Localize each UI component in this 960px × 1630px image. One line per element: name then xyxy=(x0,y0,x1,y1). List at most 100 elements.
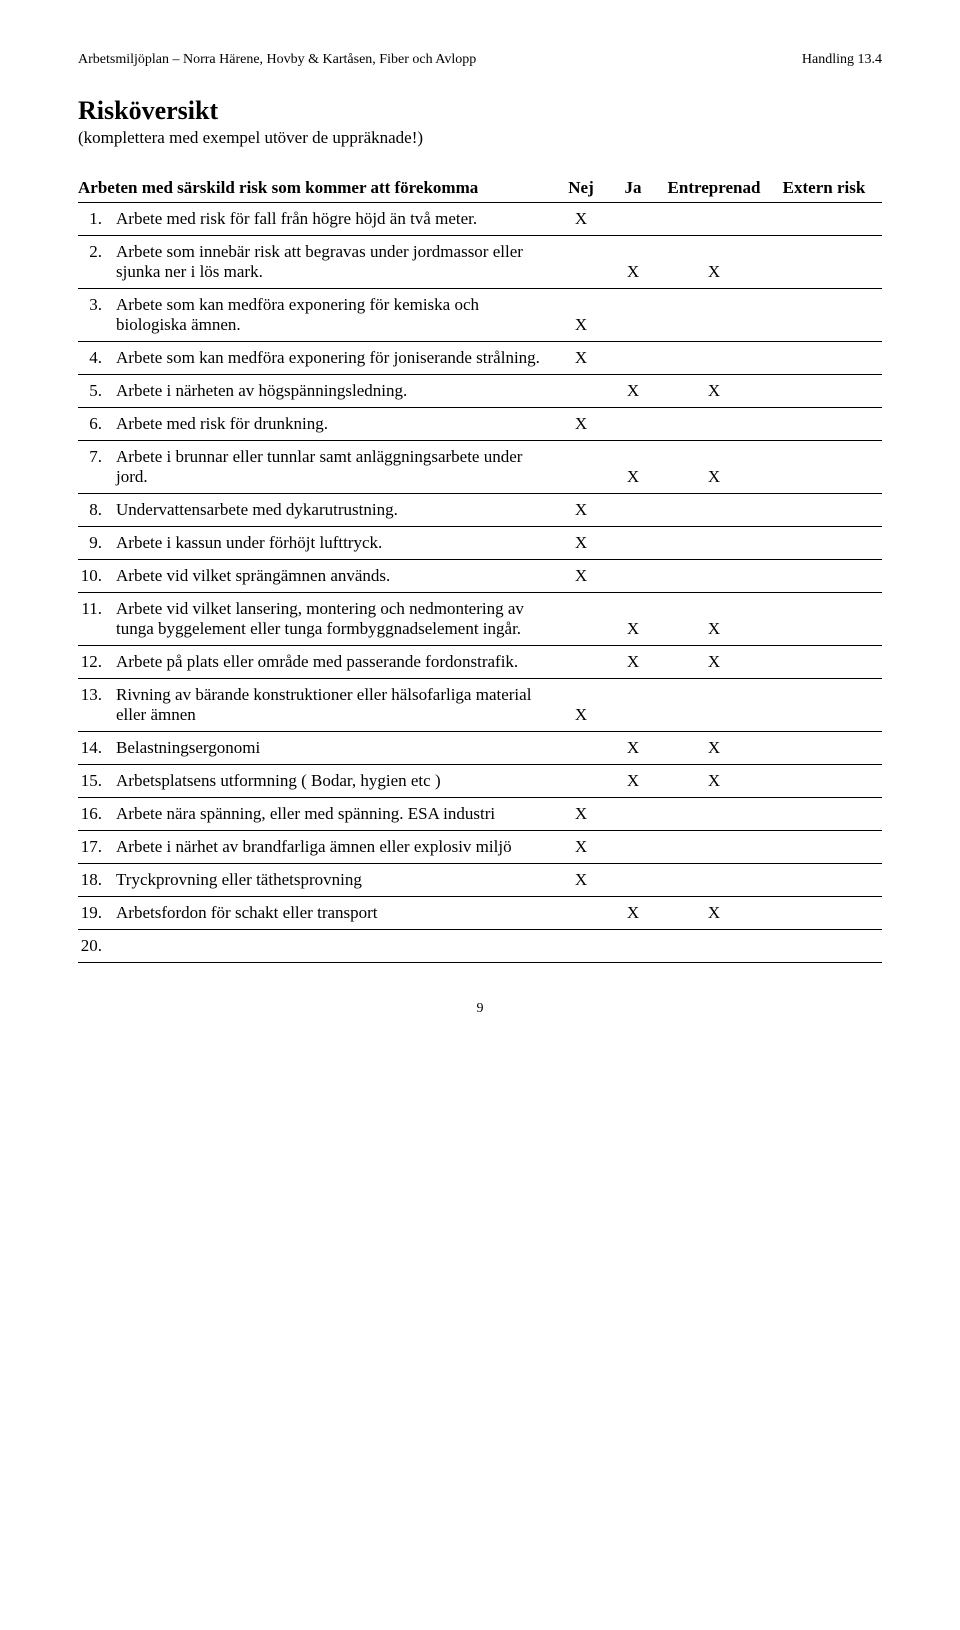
risk-table-body: 1.Arbete med risk för fall från högre hö… xyxy=(78,203,882,963)
cell-extern xyxy=(772,441,882,494)
cell-ja xyxy=(610,289,662,342)
cell-entreprenad xyxy=(662,679,772,732)
cell-extern xyxy=(772,897,882,930)
cell-extern xyxy=(772,342,882,375)
row-number: 9. xyxy=(78,527,108,560)
cell-nej: X xyxy=(558,560,610,593)
cell-nej: X xyxy=(558,342,610,375)
cell-ja xyxy=(610,864,662,897)
cell-ja: X xyxy=(610,897,662,930)
cell-entreprenad xyxy=(662,289,772,342)
cell-extern xyxy=(772,593,882,646)
row-description: Tryckprovning eller täthetsprovning xyxy=(108,864,558,897)
row-number: 12. xyxy=(78,646,108,679)
col-entreprenad-header: Entreprenad xyxy=(662,174,772,203)
row-number: 7. xyxy=(78,441,108,494)
cell-entreprenad: X xyxy=(662,441,772,494)
row-number: 10. xyxy=(78,560,108,593)
cell-ja xyxy=(610,679,662,732)
row-number: 3. xyxy=(78,289,108,342)
cell-entreprenad xyxy=(662,864,772,897)
table-row: 15.Arbetsplatsens utformning ( Bodar, hy… xyxy=(78,765,882,798)
row-number: 8. xyxy=(78,494,108,527)
table-row: 14.BelastningsergonomiXX xyxy=(78,732,882,765)
row-description: Arbetsplatsens utformning ( Bodar, hygie… xyxy=(108,765,558,798)
header-right: Handling 13.4 xyxy=(802,52,882,68)
row-description: Arbete med risk för drunkning. xyxy=(108,408,558,441)
row-description: Arbete nära spänning, eller med spänning… xyxy=(108,798,558,831)
row-number: 4. xyxy=(78,342,108,375)
row-description: Arbete på plats eller område med passera… xyxy=(108,646,558,679)
cell-extern xyxy=(772,679,882,732)
cell-ja xyxy=(610,203,662,236)
page-subtitle: (komplettera med exempel utöver de upprä… xyxy=(78,128,882,148)
cell-nej xyxy=(558,593,610,646)
row-description: Belastningsergonomi xyxy=(108,732,558,765)
table-row: 11.Arbete vid vilket lansering, monterin… xyxy=(78,593,882,646)
row-description: Arbete vid vilket lansering, montering o… xyxy=(108,593,558,646)
row-description: Arbete i kassun under förhöjt lufttryck. xyxy=(108,527,558,560)
cell-ja xyxy=(610,798,662,831)
cell-nej: X xyxy=(558,798,610,831)
cell-nej: X xyxy=(558,679,610,732)
cell-nej: X xyxy=(558,408,610,441)
cell-extern xyxy=(772,236,882,289)
row-description: Arbete med risk för fall från högre höjd… xyxy=(108,203,558,236)
cell-ja: X xyxy=(610,236,662,289)
table-row: 6.Arbete med risk för drunkning.X xyxy=(78,408,882,441)
table-row: 20. xyxy=(78,930,882,963)
cell-extern xyxy=(772,527,882,560)
cell-nej: X xyxy=(558,494,610,527)
row-number: 5. xyxy=(78,375,108,408)
cell-extern xyxy=(772,375,882,408)
cell-extern xyxy=(772,831,882,864)
cell-ja: X xyxy=(610,593,662,646)
table-row: 7.Arbete i brunnar eller tunnlar samt an… xyxy=(78,441,882,494)
cell-nej xyxy=(558,441,610,494)
table-row: 12.Arbete på plats eller område med pass… xyxy=(78,646,882,679)
cell-extern xyxy=(772,864,882,897)
cell-entreprenad xyxy=(662,560,772,593)
running-header: Arbetsmiljöplan – Norra Härene, Hovby & … xyxy=(78,52,882,68)
row-number: 19. xyxy=(78,897,108,930)
cell-entreprenad xyxy=(662,831,772,864)
cell-nej: X xyxy=(558,289,610,342)
row-number: 6. xyxy=(78,408,108,441)
row-description: Arbete i närhet av brandfarliga ämnen el… xyxy=(108,831,558,864)
cell-nej xyxy=(558,765,610,798)
row-description: Arbete som kan medföra exponering för ke… xyxy=(108,289,558,342)
row-number: 1. xyxy=(78,203,108,236)
risk-table: Arbeten med särskild risk som kommer att… xyxy=(78,174,882,963)
cell-extern xyxy=(772,798,882,831)
cell-nej xyxy=(558,375,610,408)
row-description: Arbete som innebär risk att begravas und… xyxy=(108,236,558,289)
cell-entreprenad: X xyxy=(662,646,772,679)
row-number: 16. xyxy=(78,798,108,831)
cell-ja: X xyxy=(610,375,662,408)
cell-entreprenad: X xyxy=(662,732,772,765)
cell-ja: X xyxy=(610,765,662,798)
cell-ja xyxy=(610,342,662,375)
cell-entreprenad xyxy=(662,930,772,963)
col-nej-header: Nej xyxy=(558,174,610,203)
cell-entreprenad: X xyxy=(662,593,772,646)
cell-nej: X xyxy=(558,527,610,560)
row-description: Arbete i närheten av högspänningsledning… xyxy=(108,375,558,408)
cell-ja: X xyxy=(610,441,662,494)
row-description: Arbete vid vilket sprängämnen används. xyxy=(108,560,558,593)
cell-extern xyxy=(772,930,882,963)
cell-extern xyxy=(772,494,882,527)
cell-entreprenad: X xyxy=(662,765,772,798)
row-description: Rivning av bärande konstruktioner eller … xyxy=(108,679,558,732)
cell-extern xyxy=(772,289,882,342)
cell-extern xyxy=(772,408,882,441)
row-description: Arbete som kan medföra exponering för jo… xyxy=(108,342,558,375)
row-number: 15. xyxy=(78,765,108,798)
cell-ja xyxy=(610,408,662,441)
row-number: 13. xyxy=(78,679,108,732)
cell-nej: X xyxy=(558,864,610,897)
row-number: 18. xyxy=(78,864,108,897)
cell-entreprenad xyxy=(662,494,772,527)
row-number: 14. xyxy=(78,732,108,765)
cell-ja: X xyxy=(610,646,662,679)
